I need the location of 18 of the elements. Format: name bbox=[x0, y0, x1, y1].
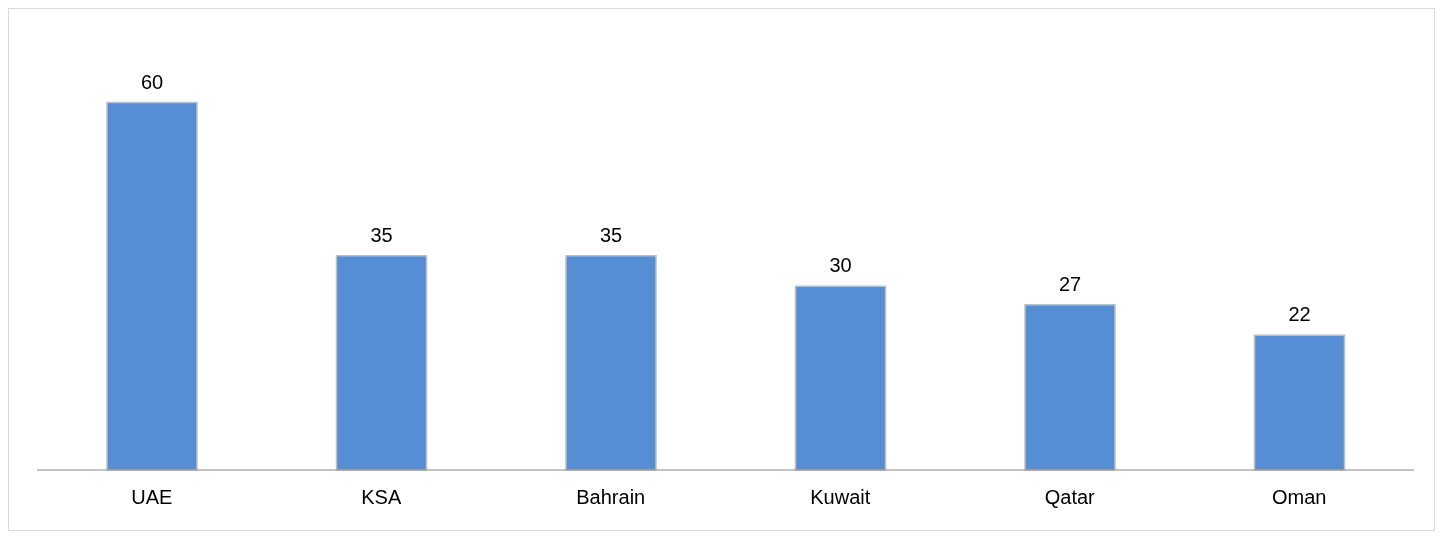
x-tick-label: Kuwait bbox=[810, 486, 871, 509]
x-tick-label: KSA bbox=[361, 486, 402, 509]
bar bbox=[1253, 334, 1346, 471]
x-tick-label: Bahrain bbox=[576, 486, 646, 509]
x-tick-label: UAE bbox=[131, 486, 173, 509]
bar bbox=[106, 101, 198, 471]
data-label: 60 bbox=[140, 70, 164, 93]
data-label: 22 bbox=[1288, 303, 1311, 326]
x-tick-label: Oman bbox=[1272, 486, 1327, 509]
bar bbox=[1024, 303, 1116, 471]
data-label: 35 bbox=[370, 223, 393, 246]
bar bbox=[794, 285, 887, 471]
data-label: 30 bbox=[829, 254, 852, 277]
bar bbox=[335, 254, 428, 471]
data-label: 35 bbox=[599, 223, 623, 246]
data-label: 27 bbox=[1058, 272, 1082, 295]
bar bbox=[565, 254, 657, 471]
x-tick-label: Qatar bbox=[1044, 486, 1096, 509]
